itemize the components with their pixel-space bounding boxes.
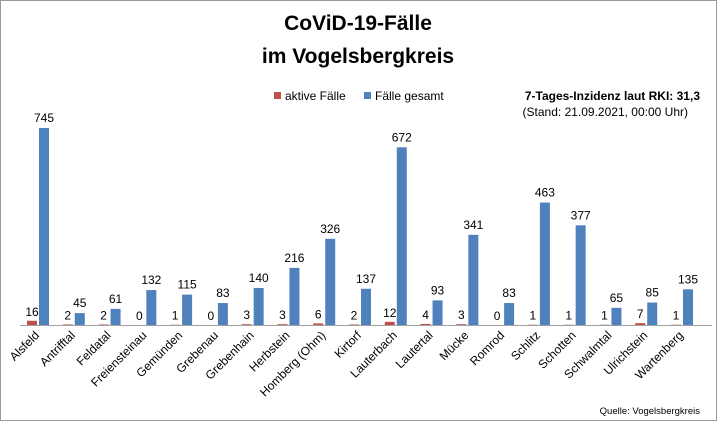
source-text: Quelle: Vogelsbergkreis bbox=[600, 406, 701, 417]
legend-swatch-aktive bbox=[274, 92, 281, 99]
data-label-faelle-gesamt: 132 bbox=[141, 273, 161, 287]
data-label-aktive-faelle: 7 bbox=[637, 307, 644, 321]
data-label-aktive-faelle: 3 bbox=[458, 308, 465, 322]
chart-title-line-1: CoViD-19-Fälle bbox=[284, 12, 432, 35]
legend-label-aktive: aktive Fälle bbox=[285, 89, 346, 103]
bar-aktive-faelle bbox=[313, 323, 324, 325]
data-label-aktive-faelle: 3 bbox=[279, 308, 286, 322]
data-label-faelle-gesamt: 137 bbox=[356, 272, 376, 286]
bar-faelle-gesamt bbox=[217, 303, 228, 325]
bar-aktive-faelle bbox=[635, 323, 646, 325]
bar-faelle-gesamt bbox=[396, 147, 407, 325]
bar-aktive-faelle bbox=[27, 320, 37, 325]
bar-faelle-gesamt bbox=[289, 267, 300, 325]
bar-aktive-faelle bbox=[62, 324, 73, 325]
data-label-faelle-gesamt: 83 bbox=[502, 286, 516, 300]
data-label-faelle-gesamt: 65 bbox=[610, 291, 624, 305]
bar-aktive-faelle bbox=[241, 324, 252, 325]
data-label-aktive-faelle: 0 bbox=[136, 309, 143, 323]
incidence-text: 7-Tages-Inzidenz laut RKI: 31,3 bbox=[525, 89, 700, 103]
bar-aktive-faelle bbox=[420, 323, 431, 325]
bar-aktive-faelle bbox=[456, 324, 467, 325]
data-label-aktive-faelle: 4 bbox=[422, 308, 429, 322]
bar-faelle-gesamt bbox=[325, 238, 336, 325]
stand-text: (Stand: 21.09.2021, 00:00 Uhr) bbox=[523, 105, 688, 119]
legend-label-gesamt: Fälle gesamt bbox=[375, 89, 444, 103]
data-label-faelle-gesamt: 115 bbox=[178, 278, 197, 292]
x-tick-label: Homberg (Ohm) bbox=[257, 328, 328, 399]
data-label-aktive-faelle: 1 bbox=[601, 309, 608, 323]
data-label-aktive-faelle: 1 bbox=[565, 309, 572, 323]
data-label-aktive-faelle: 2 bbox=[64, 308, 71, 322]
bar-faelle-gesamt bbox=[539, 202, 550, 325]
data-label-aktive-faelle: 3 bbox=[243, 308, 250, 322]
data-label-faelle-gesamt: 83 bbox=[216, 286, 230, 300]
data-label-aktive-faelle: 0 bbox=[494, 309, 501, 323]
data-label-faelle-gesamt: 672 bbox=[392, 130, 412, 144]
data-label-aktive-faelle: 6 bbox=[315, 307, 322, 321]
data-label-aktive-faelle: 1 bbox=[673, 309, 680, 323]
bar-faelle-gesamt bbox=[74, 313, 85, 325]
data-label-faelle-gesamt: 140 bbox=[249, 271, 269, 285]
bar-faelle-gesamt bbox=[683, 289, 693, 325]
bar-faelle-gesamt bbox=[504, 303, 515, 325]
bar-faelle-gesamt bbox=[182, 294, 193, 325]
data-label-aktive-faelle: 12 bbox=[383, 306, 397, 320]
bar-faelle-gesamt bbox=[468, 234, 479, 325]
data-label-aktive-faelle: 2 bbox=[351, 308, 358, 322]
bar-faelle-gesamt bbox=[611, 307, 622, 325]
x-tick-label: Schlitz bbox=[508, 328, 543, 363]
bar-faelle-gesamt bbox=[253, 287, 264, 325]
x-tick-label: Lautertal bbox=[393, 328, 436, 371]
bar-faelle-gesamt bbox=[146, 290, 157, 325]
bar-faelle-gesamt bbox=[647, 302, 658, 325]
data-label-faelle-gesamt: 377 bbox=[571, 208, 591, 222]
data-label-aktive-faelle: 2 bbox=[100, 308, 107, 322]
chart-title-line-2: im Vogelsbergkreis bbox=[262, 45, 454, 68]
bar-faelle-gesamt bbox=[361, 288, 371, 325]
bar-aktive-faelle bbox=[384, 321, 395, 325]
data-label-faelle-gesamt: 216 bbox=[284, 251, 304, 265]
x-tick-label: Antrifftal bbox=[37, 328, 78, 369]
data-label-aktive-faelle: 1 bbox=[530, 309, 537, 323]
bar-faelle-gesamt bbox=[432, 300, 443, 325]
data-label-faelle-gesamt: 745 bbox=[34, 111, 54, 125]
data-label-faelle-gesamt: 135 bbox=[678, 272, 698, 286]
legend-swatch-gesamt bbox=[364, 92, 371, 99]
data-label-faelle-gesamt: 341 bbox=[463, 218, 483, 232]
bar-aktive-faelle bbox=[349, 324, 359, 325]
bar-faelle-gesamt bbox=[39, 128, 49, 325]
data-label-faelle-gesamt: 45 bbox=[73, 296, 87, 310]
data-label-faelle-gesamt: 463 bbox=[535, 186, 555, 200]
data-label-aktive-faelle: 0 bbox=[208, 309, 215, 323]
x-tick-label: Kirtorf bbox=[332, 328, 365, 361]
data-label-faelle-gesamt: 85 bbox=[646, 286, 660, 300]
bar-faelle-gesamt bbox=[575, 225, 586, 325]
bar-faelle-gesamt bbox=[110, 308, 121, 325]
data-label-faelle-gesamt: 61 bbox=[109, 292, 123, 306]
data-label-faelle-gesamt: 326 bbox=[320, 222, 340, 236]
x-tick-label: Romrod bbox=[467, 328, 507, 368]
data-label-aktive-faelle: 1 bbox=[172, 309, 179, 323]
bar-aktive-faelle bbox=[98, 324, 109, 325]
data-label-aktive-faelle: 16 bbox=[25, 305, 39, 319]
data-label-faelle-gesamt: 93 bbox=[431, 283, 445, 297]
bar-aktive-faelle bbox=[277, 324, 288, 325]
